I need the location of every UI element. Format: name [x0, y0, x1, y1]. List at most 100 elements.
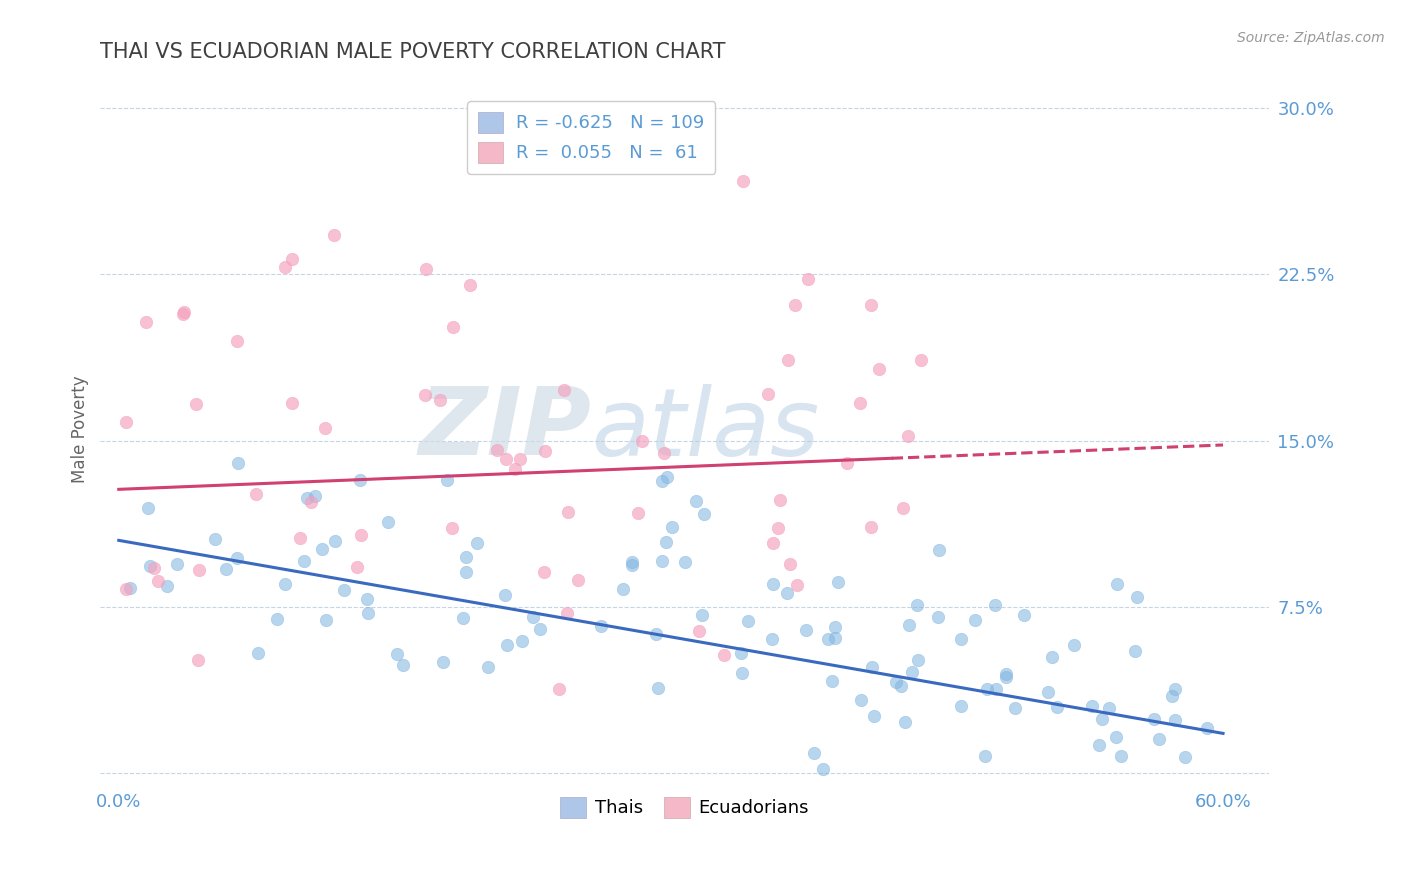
Text: atlas: atlas [591, 384, 820, 475]
Point [950, 698, 973, 713]
Point [776, 586, 799, 600]
Point [266, 611, 288, 625]
Point [510, 634, 533, 648]
Point [910, 352, 932, 367]
Text: Source: ZipAtlas.com: Source: ZipAtlas.com [1237, 31, 1385, 45]
Point [974, 748, 997, 763]
Point [214, 562, 236, 576]
Text: ZIP: ZIP [419, 384, 591, 475]
Point [503, 462, 526, 476]
Point [385, 647, 408, 661]
Point [651, 554, 673, 568]
Point [785, 298, 807, 312]
Point [415, 388, 437, 402]
Point [529, 622, 551, 636]
Point [891, 500, 914, 515]
Point [860, 520, 883, 534]
Point [115, 415, 138, 429]
Point [731, 174, 754, 188]
Point [314, 421, 336, 435]
Point [713, 648, 735, 662]
Point [1097, 701, 1119, 715]
Point [247, 646, 270, 660]
Point [896, 428, 918, 442]
Point [115, 582, 138, 596]
Point [591, 619, 613, 633]
Point [486, 442, 509, 457]
Point [1063, 638, 1085, 652]
Point [984, 598, 1007, 612]
Point [644, 627, 666, 641]
Point [1123, 644, 1146, 658]
Point [803, 746, 825, 760]
Point [186, 653, 208, 667]
Point [766, 521, 789, 535]
Point [496, 638, 519, 652]
Point [323, 533, 346, 548]
Point [950, 632, 973, 647]
Point [1197, 721, 1219, 735]
Point [776, 352, 799, 367]
Point [557, 505, 579, 519]
Point [756, 386, 779, 401]
Legend: Thais, Ecuadorians: Thais, Ecuadorians [553, 789, 817, 825]
Point [994, 670, 1017, 684]
Point [350, 527, 373, 541]
Point [456, 550, 478, 565]
Point [451, 611, 474, 625]
Point [166, 557, 188, 571]
Point [357, 607, 380, 621]
Point [135, 315, 157, 329]
Point [226, 551, 249, 566]
Point [984, 681, 1007, 696]
Point [226, 334, 249, 348]
Point [647, 681, 669, 695]
Point [730, 646, 752, 660]
Point [654, 535, 676, 549]
Point [495, 451, 517, 466]
Point [555, 606, 578, 620]
Point [281, 395, 304, 409]
Point [890, 679, 912, 693]
Point [657, 470, 679, 484]
Point [779, 558, 801, 572]
Point [1143, 712, 1166, 726]
Point [1105, 577, 1128, 591]
Point [245, 487, 267, 501]
Point [965, 613, 987, 627]
Point [1109, 748, 1132, 763]
Point [494, 588, 516, 602]
Point [897, 618, 920, 632]
Point [900, 665, 922, 679]
Point [1038, 685, 1060, 699]
Point [187, 563, 209, 577]
Point [173, 305, 195, 319]
Point [621, 558, 644, 572]
Point [458, 278, 481, 293]
Point [346, 560, 368, 574]
Point [612, 582, 634, 597]
Point [1004, 700, 1026, 714]
Point [995, 666, 1018, 681]
Point [797, 272, 820, 286]
Point [533, 565, 555, 579]
Point [673, 556, 696, 570]
Point [432, 655, 454, 669]
Point [761, 632, 783, 647]
Point [274, 260, 297, 274]
Point [454, 565, 477, 579]
Point [1088, 738, 1111, 752]
Point [688, 624, 710, 638]
Point [333, 582, 356, 597]
Point [522, 610, 544, 624]
Point [356, 592, 378, 607]
Point [827, 575, 849, 590]
Point [894, 715, 917, 730]
Point [172, 307, 194, 321]
Point [737, 614, 759, 628]
Point [692, 507, 714, 521]
Point [927, 609, 949, 624]
Point [849, 396, 872, 410]
Point [226, 456, 249, 470]
Point [392, 657, 415, 672]
